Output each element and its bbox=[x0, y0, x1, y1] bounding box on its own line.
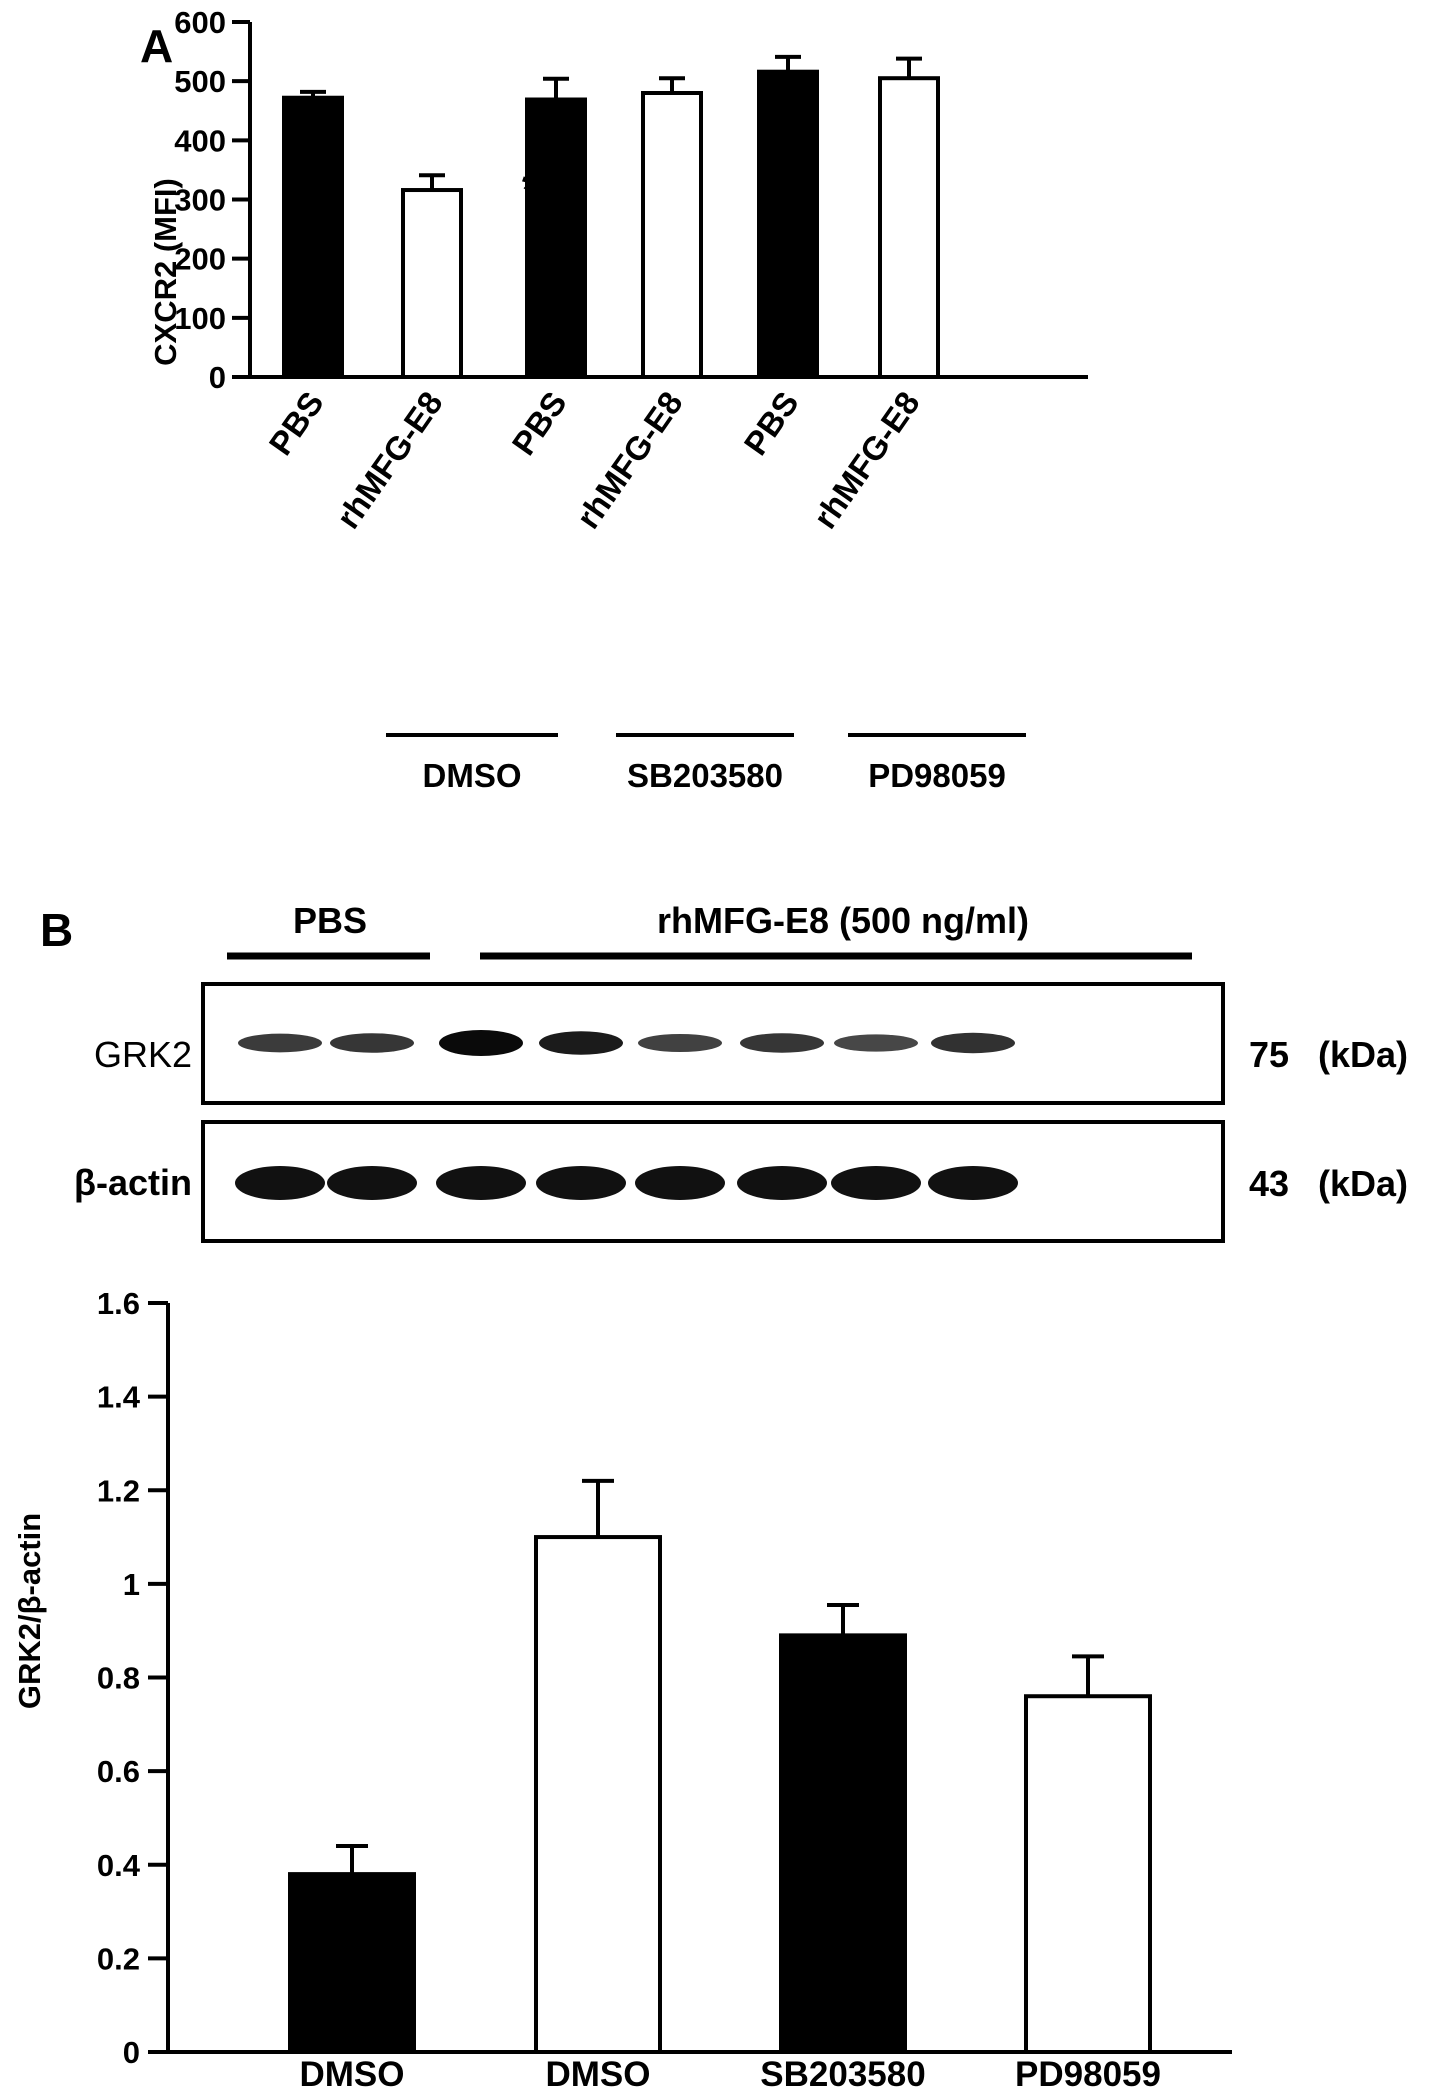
blot-band-grk2 bbox=[740, 1033, 824, 1053]
panel-a-ylabel: CXCR2 (MFI) bbox=[148, 178, 183, 366]
panel-b-y-tick-label: 1 bbox=[123, 1567, 140, 1602]
panel-a-y-tick-label: 0 bbox=[209, 360, 226, 395]
panel-b-y-tick-label: 0.8 bbox=[97, 1661, 140, 1696]
panel-b-letter: B bbox=[40, 904, 73, 956]
panel-a-y-tick-label: 500 bbox=[174, 64, 226, 99]
panel-a-x-tick-label: rhMFG-E8 bbox=[569, 385, 690, 535]
blot-band-beta-actin bbox=[831, 1166, 921, 1200]
panel-b-y-tick-label: 1.4 bbox=[97, 1380, 141, 1415]
blot-band-beta-actin bbox=[235, 1166, 325, 1200]
panel-a-y-tick-label: 600 bbox=[174, 5, 226, 40]
group-label-sb203580: SB203580 bbox=[627, 757, 783, 794]
panel-b-bar bbox=[779, 1633, 907, 2055]
panel-b-chart: GRK2/β-actin 0 0.2 0.4 0.6 0.8 1 1.2 1.4 1.6 DMS… bbox=[12, 1286, 1232, 2092]
panel-b-x-tick-label: DMSO bbox=[546, 2055, 651, 2092]
blot-row-label-grk2: GRK2 bbox=[94, 1034, 192, 1075]
blot-band-beta-actin bbox=[327, 1166, 417, 1200]
panel-a-letter: A bbox=[140, 20, 173, 72]
blot-band-beta-actin bbox=[436, 1166, 526, 1200]
panel-a-y-tick-label: 200 bbox=[174, 242, 226, 277]
panel-a-bar bbox=[878, 76, 940, 379]
panel-a-bar bbox=[525, 97, 587, 379]
blot-band-beta-actin bbox=[635, 1166, 725, 1200]
panel-a-x-tick-label: PBS bbox=[737, 385, 806, 462]
blot-unit-beta-actin: (kDa) bbox=[1318, 1163, 1408, 1204]
blot-band-grk2 bbox=[238, 1033, 322, 1053]
blot-band-grk2 bbox=[834, 1034, 918, 1052]
blot-band-grk2 bbox=[931, 1032, 1015, 1054]
blot-band-grk2 bbox=[439, 1030, 523, 1056]
group-label-dmso: DMSO bbox=[423, 757, 522, 794]
group-label-pd98059: PD98059 bbox=[868, 757, 1006, 794]
blot-header-rhmfg: rhMFG-E8 (500 ng/ml) bbox=[657, 900, 1029, 941]
blot-unit-grk2: (kDa) bbox=[1318, 1034, 1408, 1075]
panel-a-bar bbox=[641, 91, 703, 379]
blot-band-beta-actin bbox=[536, 1166, 626, 1200]
panel-b-bar bbox=[288, 1872, 416, 2055]
panel-a-x-tick-label: PBS bbox=[262, 385, 331, 462]
panel-a-bar bbox=[757, 69, 819, 379]
panel-b-bars bbox=[288, 1478, 1152, 2055]
panel-b-x-tick-label: SB203580 bbox=[760, 2055, 925, 2092]
panel-a-y-tick-label: 400 bbox=[174, 123, 226, 158]
panel-b-y-tick-label: 0.6 bbox=[97, 1754, 140, 1789]
panel-b-bar bbox=[1024, 1694, 1152, 2054]
panel-b-y-tick-label: 0.4 bbox=[97, 1848, 141, 1883]
panel-b-y-tick-label: 0.2 bbox=[97, 1941, 140, 1976]
blot-bands-beta-actin bbox=[235, 1166, 1018, 1200]
panel-a-bar bbox=[401, 188, 463, 379]
panel-a-bars bbox=[282, 54, 940, 379]
panel-b-y-tick-label: 0 bbox=[123, 2035, 140, 2070]
blot-size-grk2: 75 bbox=[1249, 1034, 1289, 1075]
blot-bands-grk2 bbox=[238, 1030, 1015, 1056]
blot-header-pbs: PBS bbox=[293, 900, 367, 941]
panel-b-y-tick-label: 1.2 bbox=[97, 1473, 140, 1508]
blot-size-beta-actin: 43 bbox=[1249, 1163, 1289, 1204]
panel-a-x-tick-label: rhMFG-E8 bbox=[329, 385, 450, 535]
blot-band-grk2 bbox=[330, 1033, 414, 1053]
panel-a-x-tick-label: PBS bbox=[505, 385, 574, 462]
blot-band-grk2 bbox=[539, 1031, 623, 1055]
panel-b-y-tick-label: 1.6 bbox=[97, 1286, 140, 1321]
panel-b-x-tick-label: DMSO bbox=[300, 2055, 405, 2092]
panel-a-x-tick-label: rhMFG-E8 bbox=[806, 385, 927, 535]
blot-band-beta-actin bbox=[737, 1166, 827, 1200]
blot-row-label-beta-actin: β-actin bbox=[74, 1162, 192, 1203]
panel-a-y-tick-label: 100 bbox=[174, 301, 226, 336]
western-blot: B PBS rhMFG-E8 (500 ng/ml) GRK2 75 (kDa)… bbox=[40, 900, 1408, 1243]
panel-b-x-tick-label: PD98059 bbox=[1015, 2055, 1161, 2092]
panel-b-ylabel: GRK2/β-actin bbox=[12, 1513, 47, 1709]
panel-a-y-tick-label: 300 bbox=[174, 183, 226, 218]
significance-marker: * bbox=[522, 162, 543, 220]
blot-band-beta-actin bbox=[928, 1166, 1018, 1200]
panel-a-bar bbox=[282, 95, 344, 379]
blot-band-grk2 bbox=[638, 1034, 722, 1052]
panel-b-x-tick-labels: DMSO DMSO SB203580 PD98059 bbox=[300, 2055, 1161, 2092]
panel-b-bar bbox=[534, 1535, 662, 2054]
